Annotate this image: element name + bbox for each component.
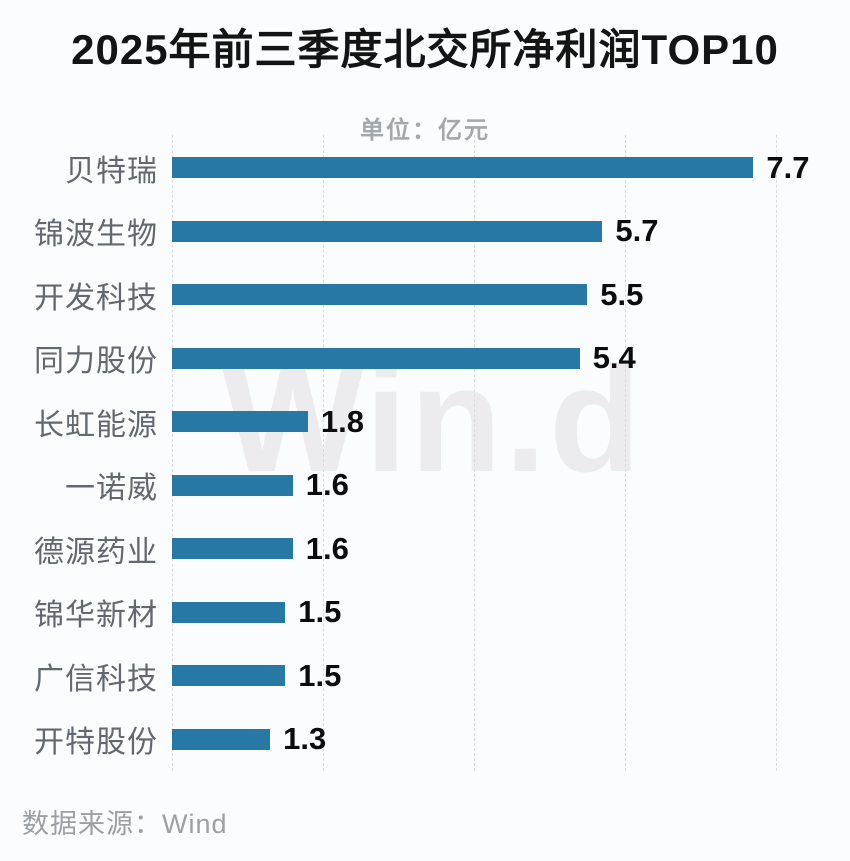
value-label: 1.6 [305,467,349,503]
value-label: 1.6 [305,530,349,566]
bar-row: 一诺威 1.6 [0,454,850,518]
category-label: 贝特瑞 [65,154,158,188]
bar [172,601,286,623]
chart-title: 2025年前三季度北交所净利润TOP10 [71,26,779,73]
value-label: 5.7 [615,213,659,249]
unit-label: 单位：亿元 [360,117,490,144]
data-source-label: 数据来源：Wind [22,809,228,839]
bar-row: 长虹能源 1.8 [0,390,850,454]
value-label: 7.7 [766,149,810,185]
category-label: 锦波生物 [34,218,158,252]
bar-row: 开发科技 5.5 [0,263,850,327]
bar-row: 开特股份 1.3 [0,708,850,772]
value-label: 1.5 [298,594,342,630]
bar [172,728,271,750]
bar [172,284,588,306]
category-label: 广信科技 [34,662,158,696]
bar-rows: 贝特瑞 7.7 锦波生物 5.7 开发科技 5.5 同力股份 5.4 长虹能源 … [0,136,850,771]
bar [172,411,308,433]
bar-row: 锦波生物 5.7 [0,200,850,264]
bar-row: 锦华新材 1.5 [0,581,850,645]
bar [172,665,286,687]
bar [172,538,293,560]
category-label: 锦华新材 [34,599,158,633]
bar-row: 广信科技 1.5 [0,644,850,708]
value-label: 5.5 [600,276,644,312]
bar [172,474,293,496]
gridline-x8 [776,135,777,771]
category-label: 长虹能源 [34,408,158,442]
gridline-x0 [172,135,173,771]
bar-row: 德源药业 1.6 [0,517,850,581]
value-label: 1.3 [283,721,327,757]
gridline-x6 [625,135,626,771]
category-label: 开特股份 [34,726,158,760]
plot-area [172,135,777,771]
category-label: 开发科技 [34,281,158,315]
bar [172,220,603,242]
value-label: 5.4 [592,340,636,376]
category-label: 同力股份 [34,345,158,379]
value-label: 1.5 [298,657,342,693]
bar [172,157,754,179]
bar-row: 贝特瑞 7.7 [0,136,850,200]
gridline-x2 [323,135,324,771]
gridline-x4 [474,135,475,771]
bar [172,347,580,369]
value-label: 1.8 [320,403,364,439]
category-label: 一诺威 [65,472,158,506]
bar-row: 同力股份 5.4 [0,327,850,391]
category-label: 德源药业 [34,535,158,569]
